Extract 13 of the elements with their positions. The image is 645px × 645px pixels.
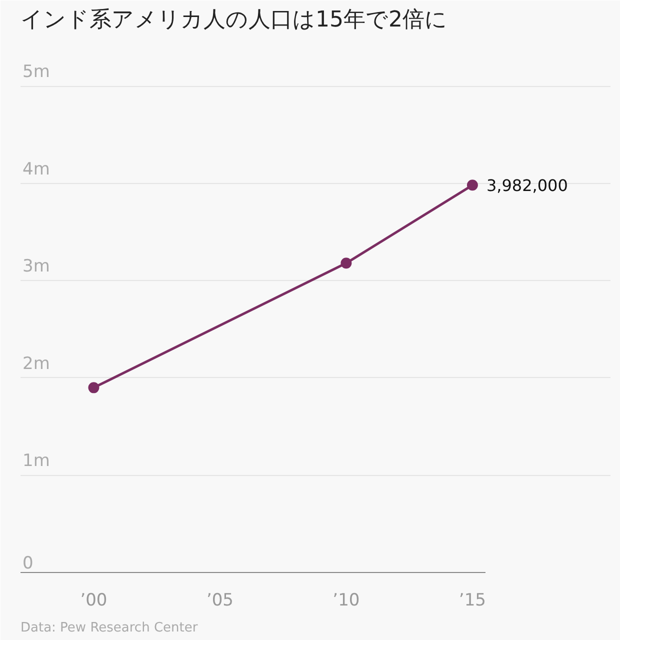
data-label: 3,982,000 bbox=[486, 176, 568, 196]
y-tick-label: 0 bbox=[22, 554, 34, 574]
y-tick-label: 4m bbox=[22, 159, 50, 180]
text: Data: Pew Research Center bbox=[20, 620, 198, 636]
y-tick-label: 1m bbox=[22, 451, 50, 472]
y-tick-label: 5m bbox=[22, 62, 50, 82]
x-tick-label: ’10 bbox=[332, 590, 360, 610]
y-tick-label: 3m bbox=[22, 256, 50, 277]
chart-title: インド系アメリカ人の人口は15年で2倍に bbox=[20, 8, 448, 32]
x-tick-label: ’00 bbox=[80, 590, 108, 610]
x-tick-label: ’15 bbox=[458, 590, 486, 610]
y-tick-label: 2m bbox=[22, 354, 50, 374]
x-tick-label: ’05 bbox=[206, 590, 234, 610]
